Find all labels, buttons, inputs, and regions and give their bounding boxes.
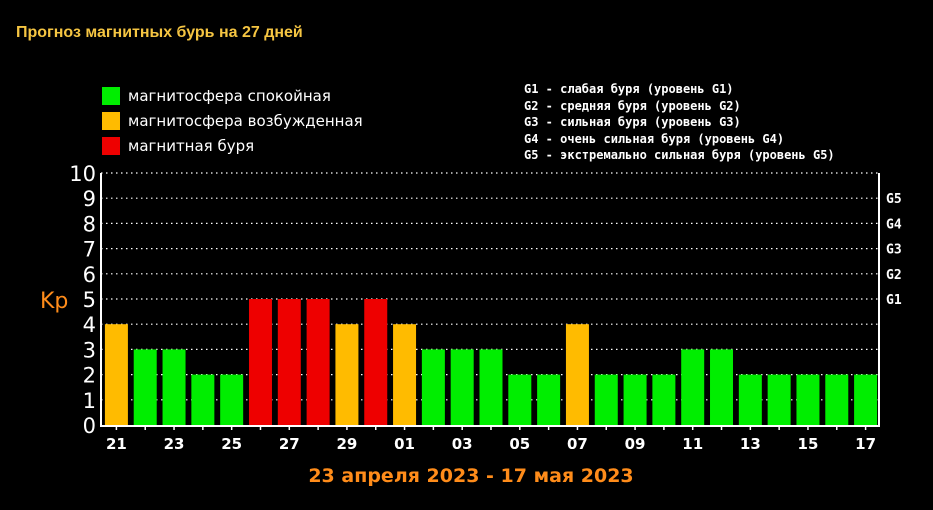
x-tick-label: 11 — [682, 435, 703, 453]
kp-bar — [767, 374, 791, 425]
kp-color-legend: магнитосфера спокойная магнитосфера возб… — [102, 83, 363, 158]
storm-level-g3: G3 - сильная буря (уровень G3) — [524, 115, 741, 129]
y-tick-label: 6 — [83, 263, 96, 287]
x-tick-label: 07 — [567, 435, 588, 453]
y-tick-label: 5 — [83, 288, 96, 312]
x-tick-label: 03 — [452, 435, 473, 453]
kp-bar — [565, 324, 589, 425]
legend-swatch-excited — [102, 111, 120, 130]
legend-label-excited: магнитосфера возбужденная — [128, 111, 363, 130]
x-tick-label: 21 — [106, 435, 127, 453]
x-tick-label: 25 — [221, 435, 242, 453]
storm-level-axis-label: G2 — [886, 268, 902, 283]
kp-bar — [594, 374, 618, 425]
legend-label-quiet: магнитосфера спокойная — [128, 86, 331, 105]
legend-label-storm: магнитная буря — [128, 136, 255, 155]
y-tick-label: 9 — [83, 187, 96, 211]
legend-item-storm: магнитная буря — [102, 133, 363, 158]
kp-bar — [623, 374, 647, 425]
x-tick-label: 23 — [164, 435, 185, 453]
y-tick-label: 0 — [83, 414, 96, 438]
kp-bar — [738, 374, 762, 425]
storm-level-legend: G1 - слабая буря (уровень G1) G2 - средн… — [524, 81, 835, 164]
x-tick-label: 09 — [625, 435, 646, 453]
x-tick-label: 15 — [798, 435, 819, 453]
kp-bar — [306, 299, 330, 425]
kp-bar — [796, 374, 820, 425]
legend-swatch-storm — [102, 136, 120, 155]
kp-bar — [421, 349, 445, 425]
kp-bar — [508, 374, 532, 425]
kp-bar — [277, 299, 301, 425]
legend-item-quiet: магнитосфера спокойная — [102, 83, 363, 108]
x-tick-label: 17 — [855, 435, 876, 453]
y-tick-label: 4 — [83, 313, 96, 337]
kp-bar — [710, 349, 734, 425]
kp-bar — [825, 374, 849, 425]
x-tick-label: 13 — [740, 435, 761, 453]
page-title: Прогноз магнитных бурь на 27 дней — [16, 24, 303, 41]
kp-bar — [450, 349, 474, 425]
legend-item-excited: магнитосфера возбужденная — [102, 108, 363, 133]
kp-bar — [220, 374, 244, 425]
kp-bar — [681, 349, 705, 425]
kp-bar — [652, 374, 676, 425]
y-tick-label: 1 — [83, 389, 96, 413]
y-axis-label: Kp — [40, 289, 68, 314]
storm-level-axis-label: G1 — [886, 293, 902, 308]
storm-level-g1: G1 - слабая буря (уровень G1) — [524, 82, 734, 96]
kp-bar — [393, 324, 417, 425]
kp-bar — [854, 374, 878, 425]
kp-bar — [248, 299, 272, 425]
y-tick-label: 3 — [83, 338, 96, 362]
kp-bar — [364, 299, 388, 425]
kp-bar — [479, 349, 503, 425]
x-tick-label: 01 — [394, 435, 415, 453]
storm-level-axis-label: G3 — [886, 243, 902, 258]
x-tick-label: 29 — [336, 435, 357, 453]
legend-swatch-quiet — [102, 86, 120, 105]
kp-bar — [104, 324, 128, 425]
kp-bar — [537, 374, 561, 425]
kp-bar — [162, 349, 186, 425]
y-tick-label: 7 — [83, 238, 96, 262]
x-tick-label: 27 — [279, 435, 300, 453]
x-axis-label: 23 апреля 2023 - 17 мая 2023 — [308, 465, 633, 487]
kp-bar — [335, 324, 359, 425]
kp-bar — [133, 349, 157, 425]
y-tick-label: 8 — [83, 212, 96, 236]
x-tick-label: 05 — [509, 435, 530, 453]
storm-level-axis-label: G5 — [886, 192, 902, 207]
kp-bar — [191, 374, 215, 425]
storm-level-axis-label: G4 — [886, 217, 902, 232]
storm-level-g2: G2 - средняя буря (уровень G2) — [524, 98, 741, 113]
storm-level-g5: G5 - экстремально сильная буря (уровень … — [524, 148, 835, 162]
y-tick-label: 10 — [69, 162, 96, 186]
y-tick-label: 2 — [83, 364, 96, 388]
storm-level-g4: G4 - очень сильная буря (уровень G4) — [524, 131, 785, 146]
